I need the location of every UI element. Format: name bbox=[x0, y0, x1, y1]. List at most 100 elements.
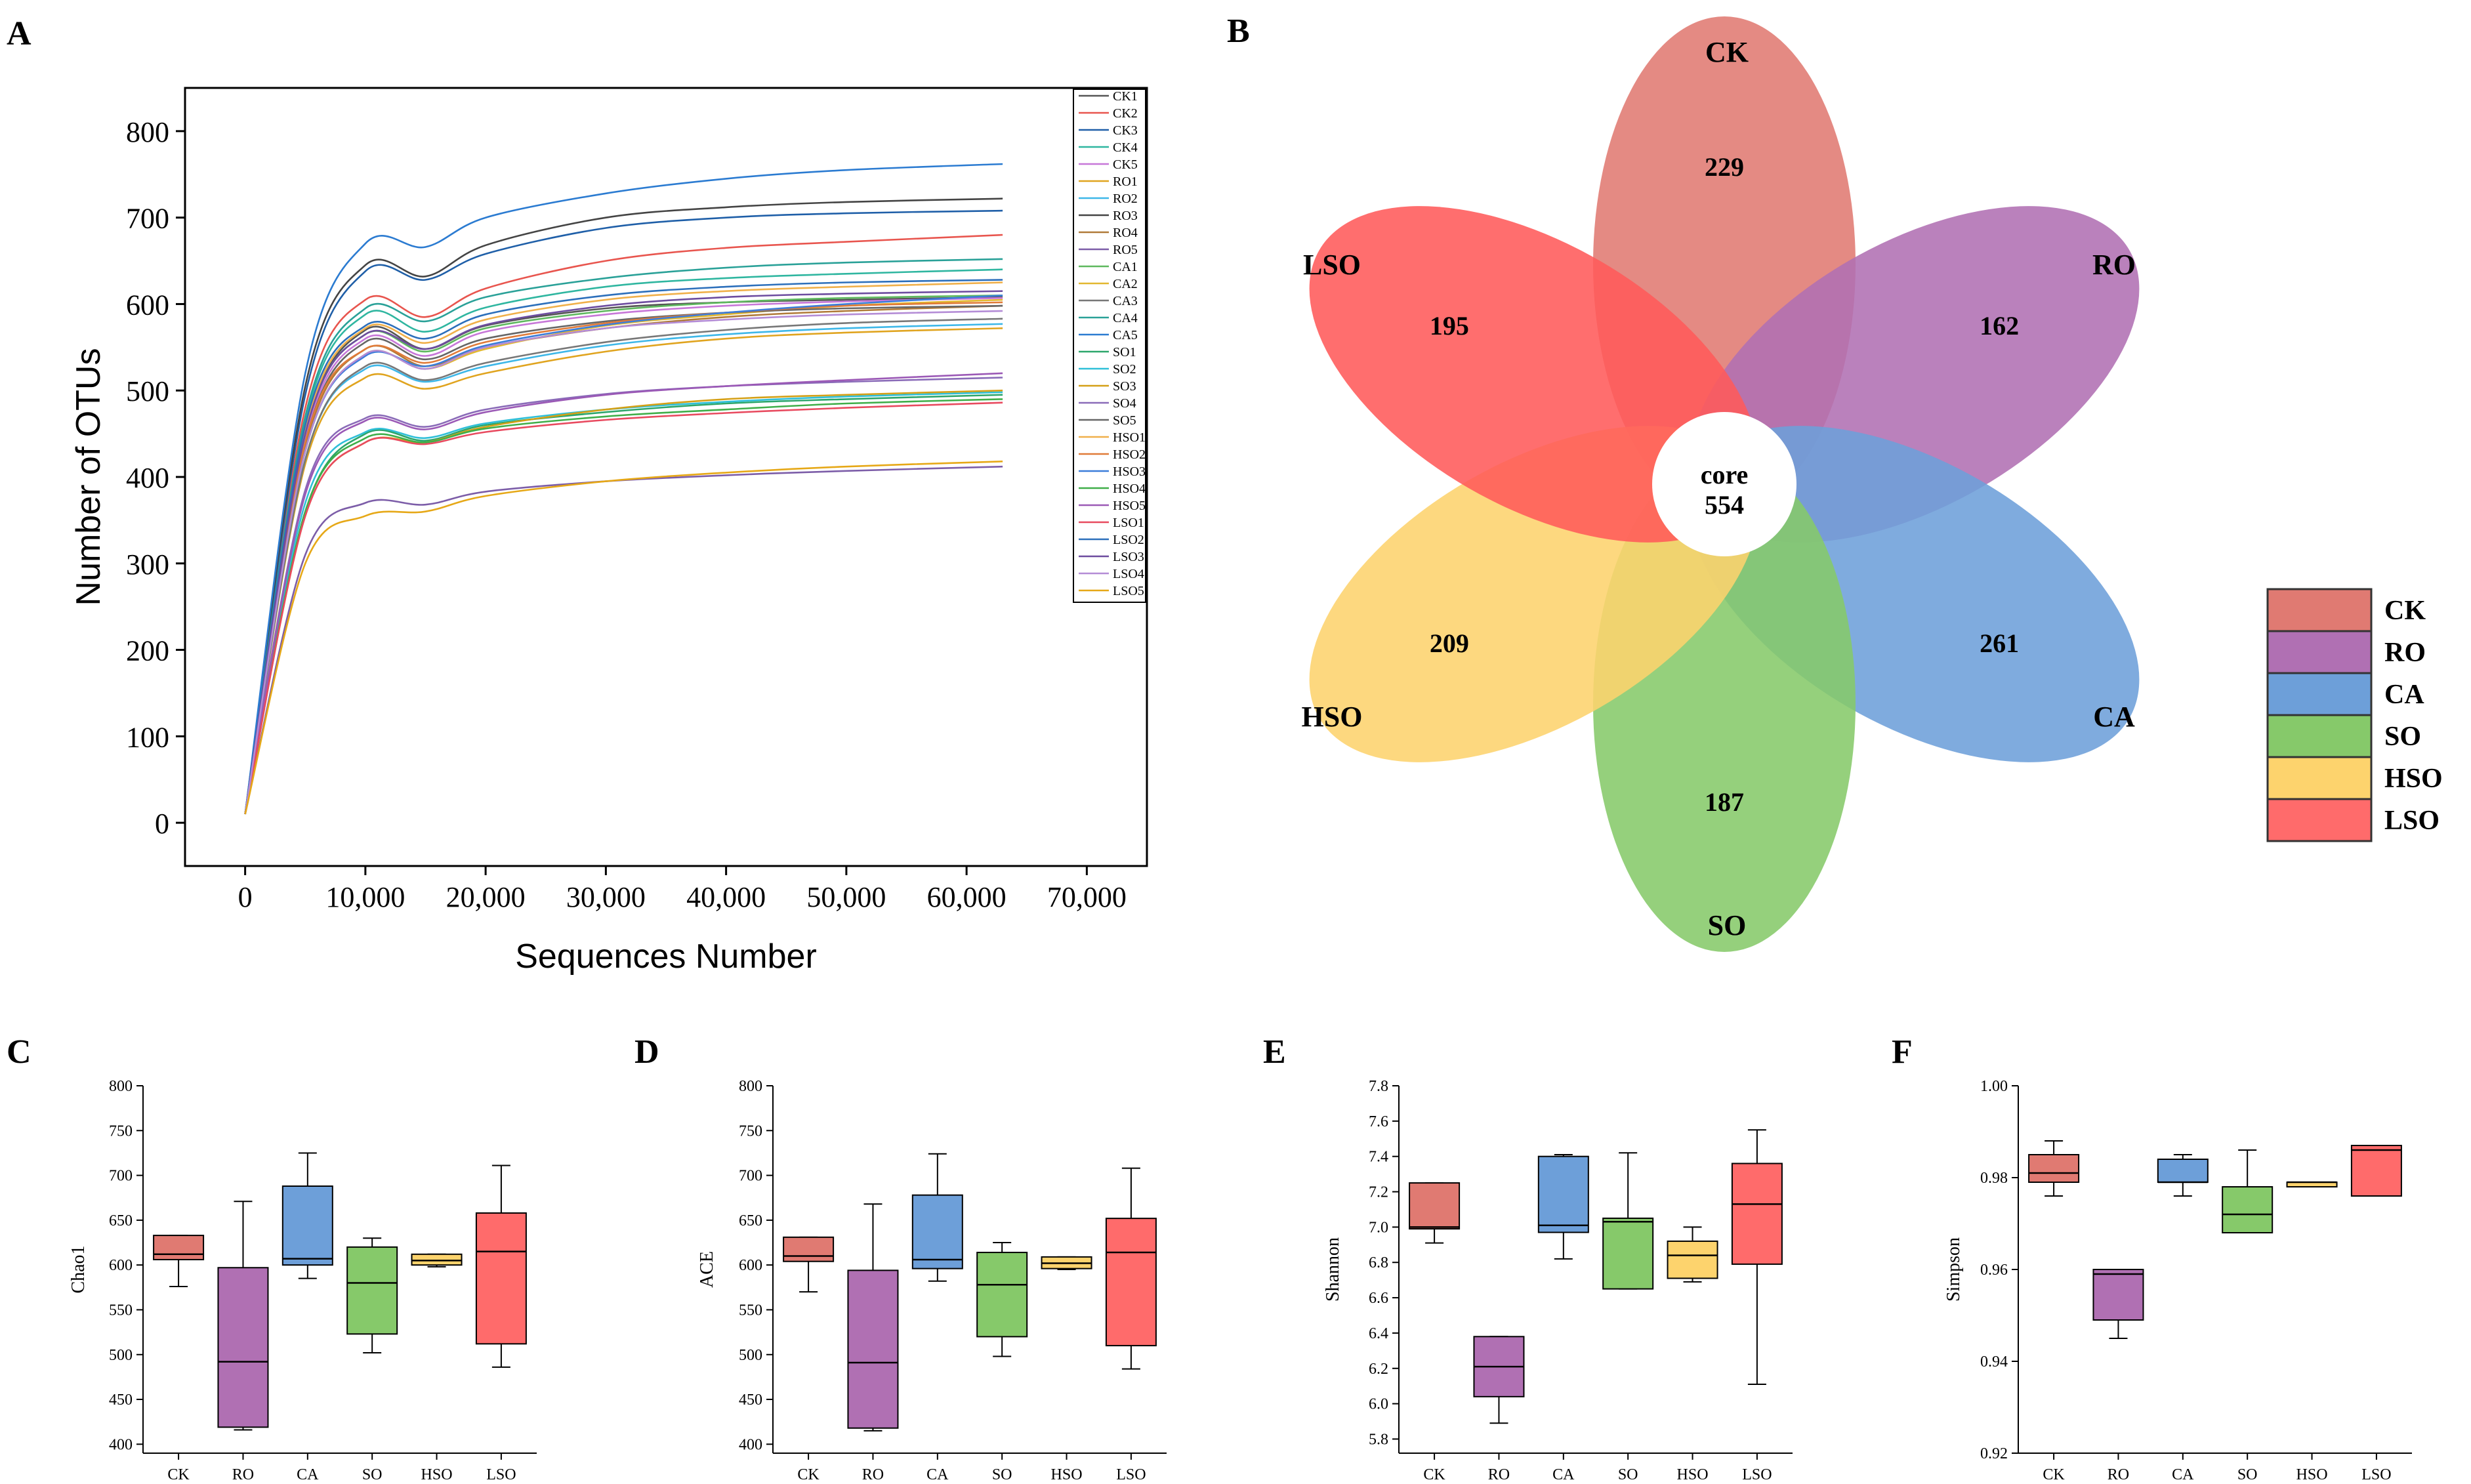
legend-label-ca5: CA5 bbox=[1113, 328, 1138, 342]
legend-label-hso3: HSO3 bbox=[1113, 464, 1146, 479]
y-tick-label-shannon: 5.8 bbox=[1369, 1431, 1388, 1448]
x-tick-label-a: 20,000 bbox=[446, 881, 526, 913]
panel-f-simpson-boxplot: F 0.92 0.94 0.96 0.98 1.00 Simpson CK RO CA SO HSO… bbox=[1892, 1033, 2412, 1483]
y-axis-label-a: Number of OTUs bbox=[70, 348, 108, 606]
petal-label-lso: LSO bbox=[1303, 249, 1361, 281]
petal-value-ca: 261 bbox=[1980, 629, 2019, 658]
y-tick-label-ace: 400 bbox=[739, 1436, 762, 1453]
y-tick-label-chao1: 800 bbox=[109, 1078, 133, 1095]
y-tick-label-chao1: 450 bbox=[109, 1391, 133, 1409]
y-tick-label-shannon: 7.4 bbox=[1369, 1149, 1388, 1166]
x-tick-label-ace-lso: LSO bbox=[1116, 1466, 1146, 1483]
petal-value-hso: 209 bbox=[1430, 629, 1469, 658]
x-tick-label-shannon-ca: CA bbox=[1552, 1466, 1575, 1483]
box-simpson-ck bbox=[2028, 1154, 2080, 1183]
x-tick-label-chao1-lso: LSO bbox=[486, 1466, 516, 1483]
box-ace-so bbox=[976, 1252, 1028, 1338]
x-tick-label-chao1-so: SO bbox=[362, 1466, 383, 1483]
petal-label-hso: HSO bbox=[1302, 701, 1363, 733]
curve-ca3 bbox=[244, 318, 1003, 815]
y-tick-label-simpson: 0.94 bbox=[1980, 1353, 2008, 1371]
curve-lso2 bbox=[244, 279, 1003, 815]
legend-swatch-hso bbox=[2266, 756, 2373, 800]
y-tick-label-chao1: 550 bbox=[109, 1302, 133, 1319]
legend-swatch-ck bbox=[2266, 588, 2373, 632]
x-axis-label-a: Sequences Number bbox=[515, 938, 817, 976]
curve-ck3 bbox=[244, 209, 1003, 815]
legend-label-so: SO bbox=[2384, 722, 2421, 752]
curve-lso5 bbox=[244, 461, 1003, 815]
panel-label-f: F bbox=[1892, 1033, 1913, 1071]
curve-ro3 bbox=[244, 197, 1003, 815]
x-tick-label-a: 60,000 bbox=[927, 881, 1007, 913]
y-tick-label-chao1: 700 bbox=[109, 1168, 133, 1185]
x-tick-label-simpson-hso: HSO bbox=[2296, 1466, 2328, 1483]
legend-swatch-lso bbox=[2266, 798, 2373, 842]
x-tick-label-chao1-hso: HSO bbox=[421, 1466, 453, 1483]
x-tick-label-ace-ca: CA bbox=[926, 1466, 949, 1483]
x-tick-label-simpson-ca: CA bbox=[2172, 1466, 2194, 1483]
curve-lso3 bbox=[244, 290, 1003, 815]
y-tick-label-chao1: 750 bbox=[109, 1123, 133, 1140]
y-tick-label-a: 300 bbox=[126, 548, 169, 581]
legend-box-a bbox=[1073, 89, 1146, 603]
legend-label-lso: LSO bbox=[2384, 806, 2440, 836]
y-tick-label-shannon: 6.2 bbox=[1369, 1361, 1388, 1378]
x-tick-label-shannon-ro: RO bbox=[1488, 1466, 1510, 1483]
x-tick-label-shannon-ck: CK bbox=[1423, 1466, 1445, 1483]
legend-label-ro: RO bbox=[2384, 638, 2426, 668]
y-tick-label-a: 100 bbox=[126, 721, 169, 753]
core-label: core bbox=[1701, 460, 1749, 489]
legend-swatch-ro bbox=[2266, 630, 2373, 674]
y-tick-label-shannon: 7.0 bbox=[1369, 1219, 1388, 1236]
legend-label-ca4: CA4 bbox=[1113, 311, 1138, 325]
petal-value-lso: 195 bbox=[1430, 311, 1469, 340]
y-tick-label-chao1: 500 bbox=[109, 1347, 133, 1364]
legend-label-hso: HSO bbox=[2384, 764, 2443, 794]
legend-label-lso5: LSO5 bbox=[1113, 584, 1144, 598]
y-tick-label-a: 400 bbox=[126, 462, 169, 494]
x-tick-label-a: 0 bbox=[238, 881, 253, 913]
y-tick-label-shannon: 7.8 bbox=[1369, 1078, 1388, 1095]
panel-e-shannon-boxplot: E 5.8 6.0 6.2 6.4 6.6 6.8 7.0 7.2 7.4 7.6 7.8 Shann… bbox=[1263, 1033, 1793, 1483]
curve-ca5 bbox=[244, 163, 1003, 815]
box-chao1-ro bbox=[217, 1267, 269, 1428]
legend-swatch-so bbox=[2266, 714, 2373, 758]
panel-label-b: B bbox=[1227, 12, 1250, 50]
y-tick-label-chao1: 600 bbox=[109, 1257, 133, 1274]
panel-label-e: E bbox=[1263, 1033, 1286, 1071]
legend-label-ca1: CA1 bbox=[1113, 260, 1138, 274]
legend-label-so1: SO1 bbox=[1113, 345, 1136, 360]
y-tick-label-shannon: 7.2 bbox=[1369, 1184, 1388, 1201]
legend-a: CK1 CK2 CK3 CK4 CK5 RO1 RO2 RO3 RO4 RO5 CA1 CA2 CA3 C… bbox=[1079, 89, 1146, 598]
venn-legend: CK RO CA SO HSO LSO bbox=[2266, 588, 2443, 842]
legend-label-ro3: RO3 bbox=[1113, 209, 1138, 223]
panel-b-venn-flower: B core 554 229 CK 162 RO 261 CA 187 SO 209 HSO 195… bbox=[1227, 12, 2443, 952]
x-tick-label-ace-so: SO bbox=[992, 1466, 1012, 1483]
y-tick-label-shannon: 6.6 bbox=[1369, 1290, 1388, 1307]
legend-label-lso1: LSO1 bbox=[1113, 516, 1144, 530]
curve-ck2 bbox=[244, 234, 1003, 815]
curve-hso4 bbox=[244, 398, 1003, 815]
y-tick-label-ace: 750 bbox=[739, 1123, 762, 1140]
y-tick-label-a: 200 bbox=[126, 635, 169, 667]
y-tick-label-a: 0 bbox=[155, 808, 169, 840]
y-tick-label-a: 700 bbox=[126, 203, 169, 235]
y-tick-label-shannon: 6.4 bbox=[1369, 1325, 1388, 1342]
legend-label-ro4: RO4 bbox=[1113, 226, 1138, 240]
y-axis-label-ace: ACE bbox=[697, 1251, 717, 1288]
y-tick-label-ace: 800 bbox=[739, 1078, 762, 1095]
legend-label-ck2: CK2 bbox=[1113, 106, 1138, 121]
box-simpson-lso bbox=[2350, 1145, 2402, 1197]
x-tick-label-simpson-ro: RO bbox=[2108, 1466, 2129, 1483]
core-circle bbox=[1652, 412, 1796, 556]
petal-label-ca: CA bbox=[2093, 701, 2135, 733]
panel-c-chao1-boxplot: C 400 450 500 550 600 650 700 750 800 Chao1 CK RO CA… bbox=[7, 1033, 537, 1483]
curve-lso4 bbox=[244, 310, 1003, 815]
x-axis-a: 0 10,000 20,000 30,000 40,000 50,000 60,000 70,… bbox=[238, 866, 1127, 913]
legend-swatch-ca bbox=[2266, 672, 2373, 716]
x-tick-label-a: 10,000 bbox=[325, 881, 405, 913]
x-tick-label-simpson-so: SO bbox=[2237, 1466, 2258, 1483]
x-tick-label-shannon-so: SO bbox=[1618, 1466, 1638, 1483]
curve-so4 bbox=[244, 377, 1003, 815]
